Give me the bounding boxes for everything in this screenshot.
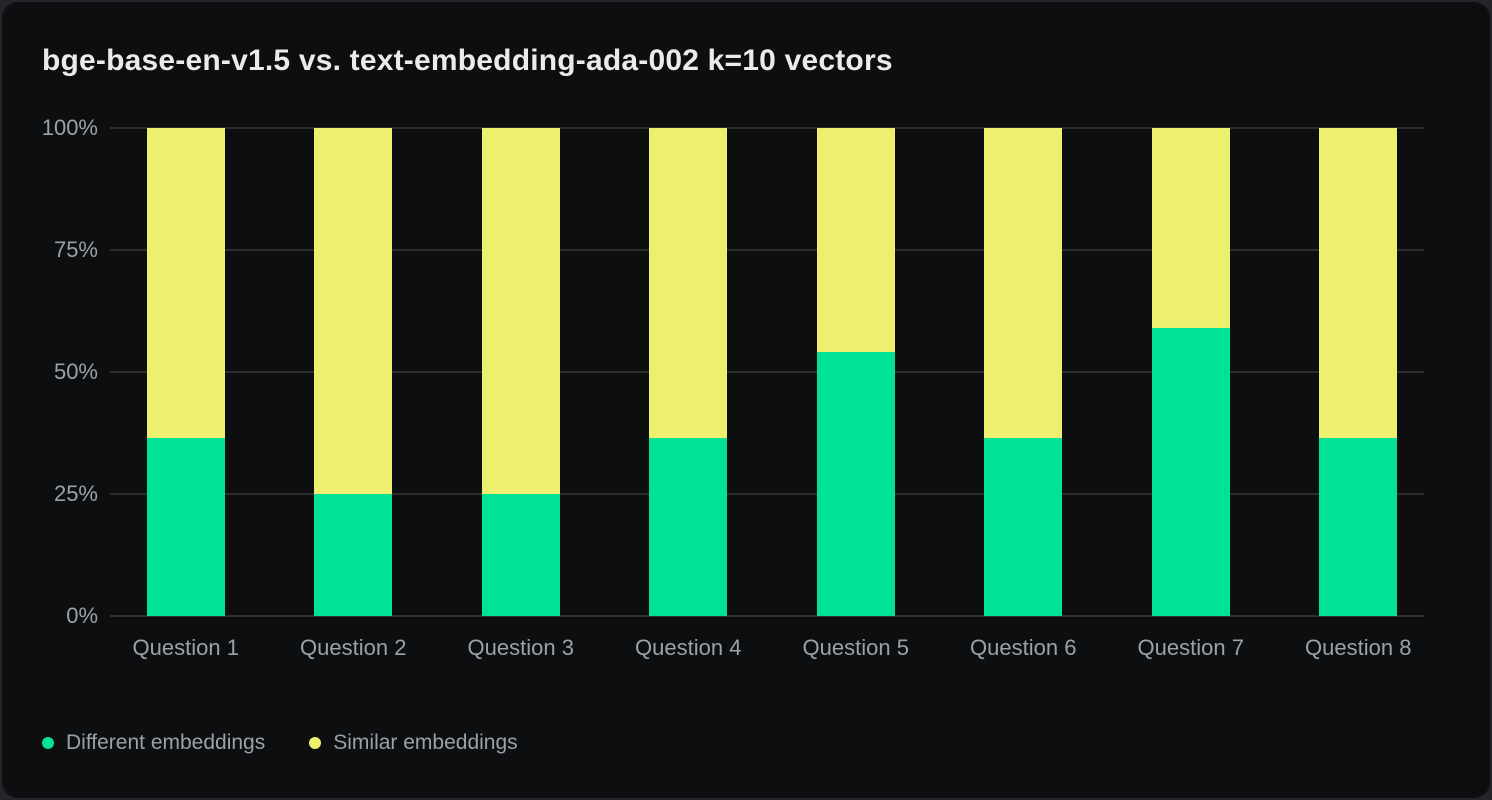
bar-segment-similar-embeddings[interactable]	[1151, 128, 1230, 329]
bar-slot-3	[437, 128, 605, 616]
x-axis-label-question-6: Question 6	[970, 635, 1077, 660]
x-axis-label-question-2: Question 2	[300, 635, 407, 660]
bar-slot-7	[1107, 128, 1275, 616]
bar-slot-8	[1275, 128, 1443, 616]
gridline-75	[110, 249, 1424, 251]
x-axis-label-question-5: Question 5	[802, 635, 909, 660]
bars-area	[102, 128, 1442, 616]
stacked-bar-question-7[interactable]	[1151, 128, 1230, 616]
legend: Different embeddings Similar embeddings	[42, 732, 518, 753]
y-axis-label-75: 75%	[53, 237, 98, 262]
legend-item-different-embeddings[interactable]: Different embeddings	[42, 732, 265, 753]
bar-segment-similar-embeddings[interactable]	[1319, 128, 1398, 438]
stacked-bar-question-3[interactable]	[481, 128, 560, 616]
bar-slot-2	[270, 128, 438, 616]
bar-segment-similar-embeddings[interactable]	[984, 128, 1063, 438]
stacked-bar-question-1[interactable]	[146, 128, 225, 616]
y-axis-label-25: 25%	[53, 481, 98, 506]
y-axis-label-50: 50%	[53, 359, 98, 384]
x-axis-label-question-3: Question 3	[467, 635, 574, 660]
stacked-bar-question-6[interactable]	[984, 128, 1063, 616]
x-axis-label-question-7: Question 7	[1137, 635, 1244, 660]
bar-segment-similar-embeddings[interactable]	[146, 128, 225, 438]
bar-segment-different-embeddings[interactable]	[984, 437, 1063, 616]
bar-slot-4	[605, 128, 773, 616]
bar-segment-similar-embeddings[interactable]	[816, 128, 895, 353]
x-axis: Question 1 Question 2 Question 3 Question 4…	[102, 632, 1442, 664]
stacked-bar-question-2[interactable]	[314, 128, 393, 616]
bar-segment-different-embeddings[interactable]	[1319, 437, 1398, 616]
y-axis-label-0: 0%	[66, 603, 98, 628]
gridline-50	[110, 371, 1424, 373]
x-axis-label-question-8: Question 8	[1305, 635, 1412, 660]
plot-area	[110, 127, 1424, 617]
stacked-bar-question-4[interactable]	[649, 128, 728, 616]
bar-segment-different-embeddings[interactable]	[1151, 328, 1230, 616]
bar-slot-1	[102, 128, 270, 616]
bar-slot-5	[772, 128, 940, 616]
bar-segment-different-embeddings[interactable]	[146, 437, 225, 616]
bar-segment-different-embeddings[interactable]	[481, 494, 560, 616]
bar-segment-similar-embeddings[interactable]	[481, 128, 560, 494]
bar-segment-similar-embeddings[interactable]	[649, 128, 728, 438]
gridline-25	[110, 493, 1424, 495]
bar-segment-similar-embeddings[interactable]	[314, 128, 393, 494]
legend-marker-icon	[309, 736, 322, 749]
legend-item-similar-embeddings[interactable]: Similar embeddings	[309, 731, 518, 754]
bar-segment-different-embeddings[interactable]	[816, 352, 895, 616]
gridline-100	[110, 127, 1424, 129]
y-axis: 0% 25% 50% 75% 100%	[2, 117, 98, 627]
gridline-0	[110, 615, 1424, 617]
chart-title: bge-base-en-v1.5 vs. text-embedding-ada-…	[42, 44, 893, 77]
legend-label: Different embeddings	[66, 731, 266, 754]
bar-slot-6	[940, 128, 1108, 616]
bar-segment-different-embeddings[interactable]	[314, 494, 393, 616]
x-axis-label-question-4: Question 4	[635, 635, 742, 660]
stacked-bar-question-5[interactable]	[816, 128, 895, 616]
bar-segment-different-embeddings[interactable]	[649, 437, 728, 616]
x-axis-label-question-1: Question 1	[132, 635, 239, 660]
legend-label: Similar embeddings	[333, 731, 518, 754]
stacked-bar-question-8[interactable]	[1319, 128, 1398, 616]
y-axis-label-100: 100%	[41, 115, 98, 140]
legend-marker-icon	[42, 736, 54, 749]
